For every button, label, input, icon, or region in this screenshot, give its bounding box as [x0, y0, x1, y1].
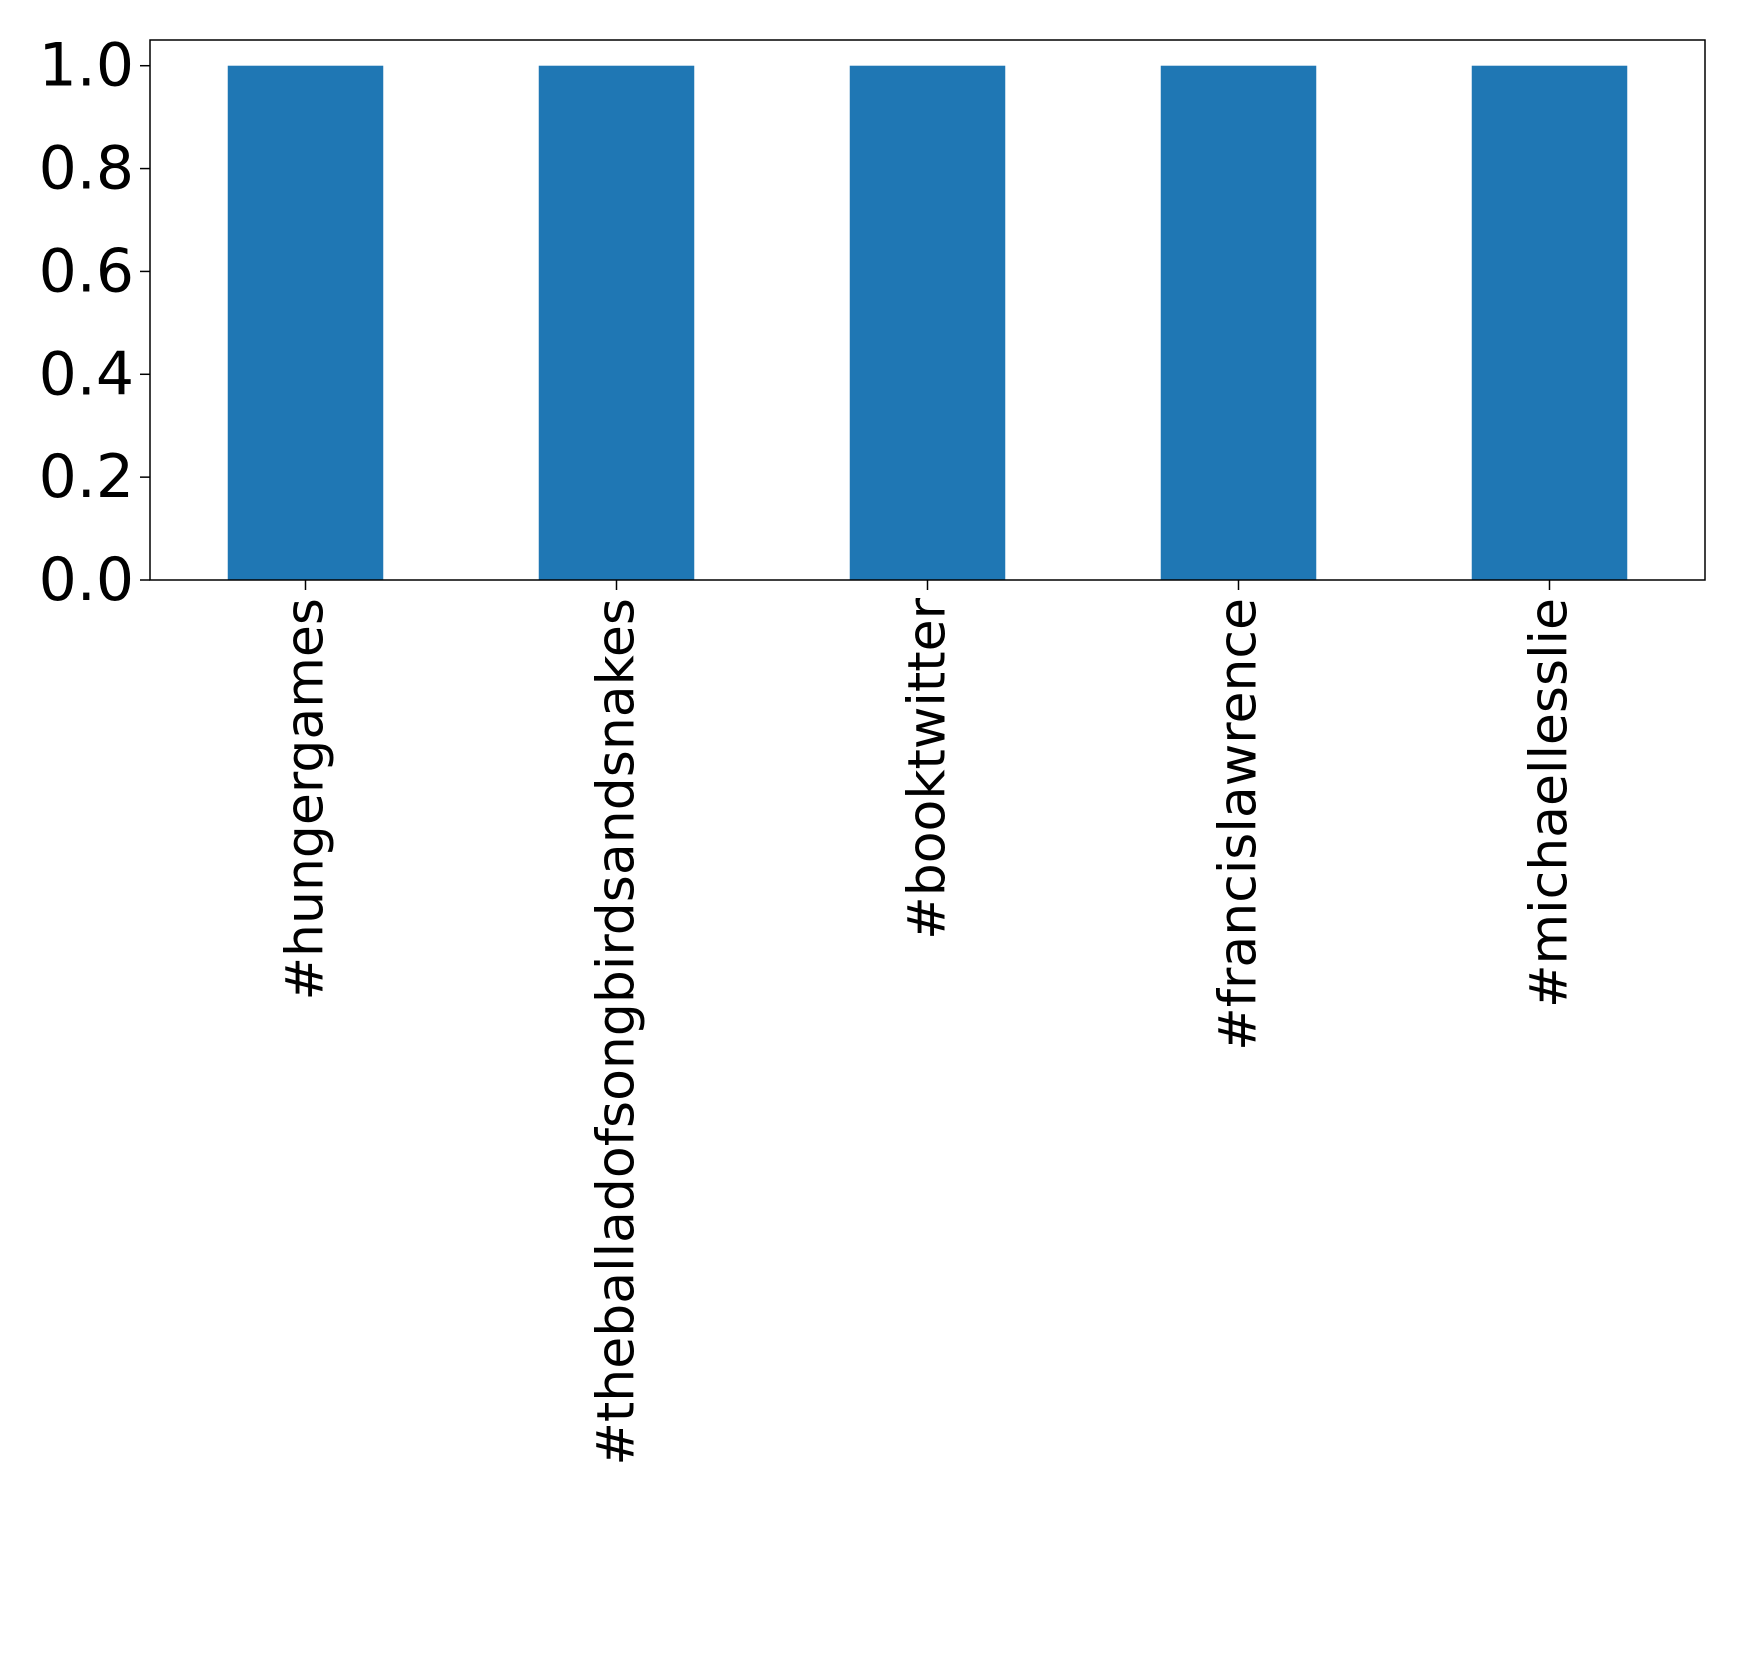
- category-label: #booktwitter: [898, 597, 958, 939]
- y-tick-label: 0.4: [39, 339, 134, 409]
- bars-layer: [227, 65, 1628, 580]
- y-tick-label: 0.2: [39, 442, 134, 512]
- bar-2: [538, 65, 695, 580]
- category-label: #francislawrence: [1209, 598, 1269, 1051]
- labels-layer: #hungergames #theballadofsongbirdsandsnak…: [276, 597, 1580, 1465]
- category-label: #theballadofsongbirdsandsnakes: [587, 598, 647, 1466]
- bar-3: [849, 65, 1006, 580]
- y-tick-label: 1.0: [39, 31, 134, 101]
- category-label: #michaellesslie: [1520, 598, 1580, 1008]
- category-label: #hungergames: [276, 598, 336, 1001]
- y-tick-label: 0.8: [39, 134, 134, 204]
- y-tick-label: 0.6: [39, 236, 134, 306]
- bar-1: [227, 65, 384, 580]
- bar-4: [1160, 65, 1317, 580]
- bar-5: [1471, 65, 1628, 580]
- ticks-layer: 0.0 0.2 0.4 0.6 0.8 1.0: [39, 31, 1551, 615]
- y-tick-label: 0.0: [39, 545, 134, 615]
